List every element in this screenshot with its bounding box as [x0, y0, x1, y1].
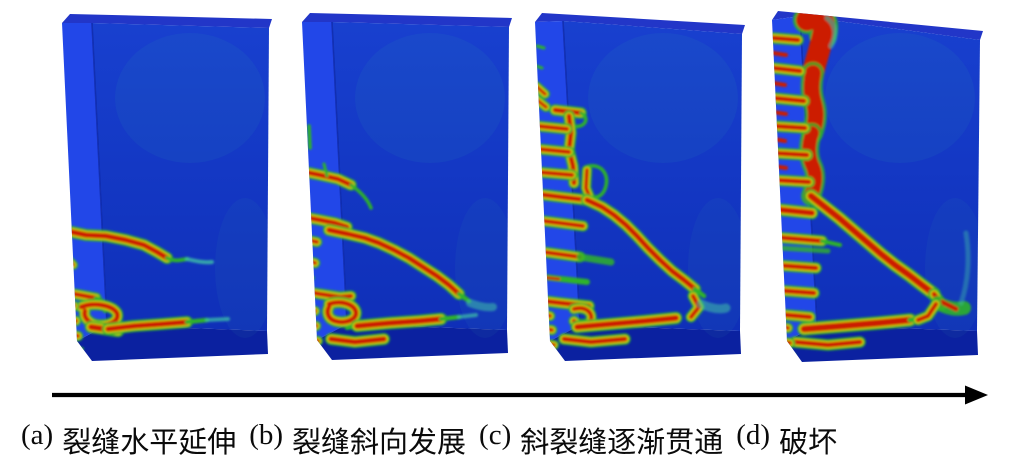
- caption-label-c: (c): [479, 419, 512, 451]
- caption-segment-c: (c) 斜裂缝逐渐贯通: [479, 419, 723, 461]
- caption-label-a: (a): [21, 419, 54, 451]
- simulation-panel-c: [533, 8, 749, 364]
- caption-label-d: (d): [736, 419, 771, 451]
- caption-text-d: 破坏: [779, 427, 838, 459]
- simulation-panel-a: [60, 8, 276, 364]
- caption-segment-b: (b) 裂缝斜向发展: [249, 419, 466, 461]
- caption-text-b: 裂缝斜向发展: [292, 427, 467, 459]
- caption-text-a: 裂缝水平延伸: [62, 427, 237, 459]
- simulation-panel-b: [300, 8, 516, 364]
- caption-label-b: (b): [249, 419, 284, 451]
- progression-arrow: [52, 385, 988, 405]
- simulation-panel-d: [770, 8, 986, 364]
- caption-segment-d: (d) 破坏: [736, 419, 837, 461]
- progression-arrow-head: [965, 385, 988, 405]
- caption-text-c: 斜裂缝逐渐贯通: [520, 427, 724, 459]
- caption-segment-a: (a) 裂缝水平延伸: [21, 419, 236, 461]
- figure-caption: (a) 裂缝水平延伸 (b) 裂缝斜向发展 (c) 斜裂缝逐渐贯通 (d) 破坏: [21, 419, 1021, 461]
